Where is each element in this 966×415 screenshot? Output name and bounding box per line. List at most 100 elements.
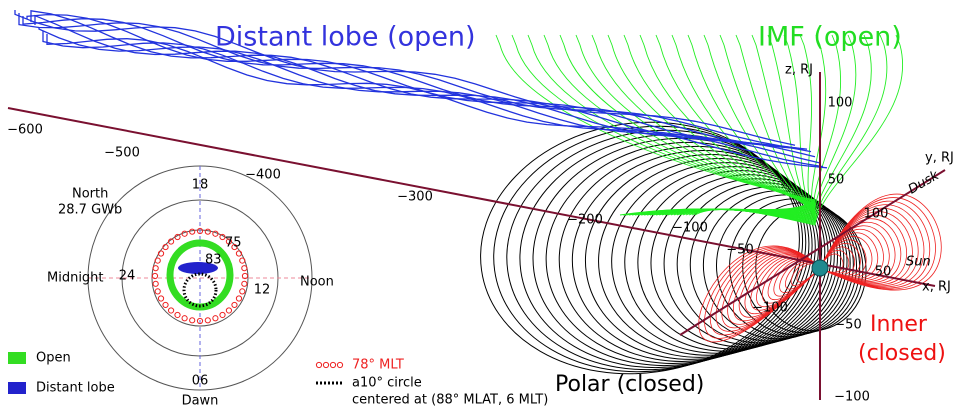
field-line (46, 34, 828, 169)
side-label: Midnight (47, 271, 104, 286)
tick-label: 100 (828, 96, 853, 111)
field-line (698, 193, 942, 343)
field-line (18, 13, 800, 150)
tick-label: 50 (828, 173, 845, 188)
tick-label: 50 (875, 265, 892, 280)
side-label: Dawn (182, 394, 219, 409)
field-line (22, 16, 804, 150)
field-line (42, 31, 824, 168)
inset-point (225, 238, 233, 245)
inset-label: 28.7 GWb (58, 203, 122, 218)
mlt-label: 06 (192, 374, 209, 389)
inset-point (212, 230, 219, 237)
region-label: Distant lobe (open) (215, 22, 476, 53)
latitude-label: 75 (225, 236, 242, 251)
mlt-label: 18 (192, 178, 209, 193)
inset-point (212, 315, 219, 322)
field-line (506, 129, 807, 371)
side-label: Noon (300, 275, 334, 290)
region-label: Polar (closed) (555, 372, 704, 397)
field-lines (14, 10, 942, 375)
inset-point (231, 243, 238, 251)
tick-label: −600 (7, 123, 43, 138)
inset-point (162, 301, 169, 309)
inset-point (181, 230, 188, 237)
legend-label: Distant lobe (36, 381, 115, 396)
inset-point (241, 280, 248, 287)
tick-label: −200 (567, 213, 603, 228)
inset-point (219, 233, 226, 241)
inset-point (167, 238, 175, 245)
inset-point (162, 243, 169, 251)
inset-point (181, 315, 188, 322)
mlt-label: 12 (254, 283, 271, 298)
inset-point (231, 301, 238, 309)
planet (811, 259, 829, 277)
inset-point (204, 317, 211, 324)
field-line (34, 14, 816, 158)
note: 78° MLT (352, 358, 404, 373)
inset-point (154, 257, 161, 264)
inset-point (174, 311, 181, 319)
inset-point (219, 311, 226, 319)
latitude-label: 83 (205, 253, 222, 268)
axis-label: y, RJ (925, 151, 954, 166)
field-line (14, 10, 796, 146)
inset-point (204, 228, 211, 235)
field-line (715, 204, 925, 332)
note: centered at (88° MLAT, 6 MLT) (352, 393, 548, 408)
field-line (532, 137, 813, 367)
inset-point (157, 250, 165, 257)
axis-label: z, RJ (785, 63, 813, 78)
inset-point (151, 272, 159, 280)
field-line (689, 186, 851, 342)
legend-swatch (8, 382, 26, 394)
tick-label: −100 (834, 390, 870, 405)
tick-label: 100 (864, 207, 889, 222)
field-line (762, 232, 878, 304)
direction-label: Dusk (906, 168, 942, 198)
region-label: Inner (870, 312, 928, 337)
inset-points (151, 227, 249, 325)
direction-label: Sun (906, 255, 931, 270)
field-line (519, 133, 810, 369)
inset-point (174, 233, 181, 241)
field-line (694, 34, 903, 226)
axis-label: x, RJ (922, 280, 951, 295)
inset: North 28.7 GWb 18 06 24 12 Midnight Noon… (47, 165, 334, 409)
inset-point (196, 227, 204, 235)
inset-point (239, 257, 246, 264)
field-line (715, 194, 858, 338)
field-line (493, 125, 804, 373)
inset-point (189, 317, 196, 324)
tick-label: −50 (834, 318, 861, 333)
inset-point (241, 265, 248, 272)
field-line (545, 141, 816, 364)
tick-label: −400 (245, 168, 281, 183)
field-line (756, 229, 884, 307)
field-line (721, 207, 919, 329)
field-line (773, 239, 867, 297)
inset-point (152, 265, 159, 272)
inset-region (182, 272, 218, 308)
field-line (26, 13, 808, 150)
inset-point (196, 317, 204, 325)
inset-point (152, 280, 159, 287)
legend: Open Distant lobe (8, 351, 115, 396)
inset-point (154, 288, 161, 295)
tick-label: −100 (752, 301, 788, 316)
inset-label: North (72, 187, 108, 202)
inset-point (167, 307, 175, 314)
inset-region (178, 262, 218, 274)
y-axis (679, 169, 946, 336)
inset-point (225, 307, 233, 314)
inset-point (189, 228, 196, 235)
legend-label: Open (36, 351, 71, 366)
tick-label: −50 (726, 243, 753, 258)
field-line (742, 202, 864, 334)
inset-point (235, 250, 243, 257)
field-line (710, 200, 930, 336)
region-label: IMF (open) (758, 22, 902, 53)
region-label: (closed) (858, 341, 946, 366)
inset-point (235, 295, 243, 302)
